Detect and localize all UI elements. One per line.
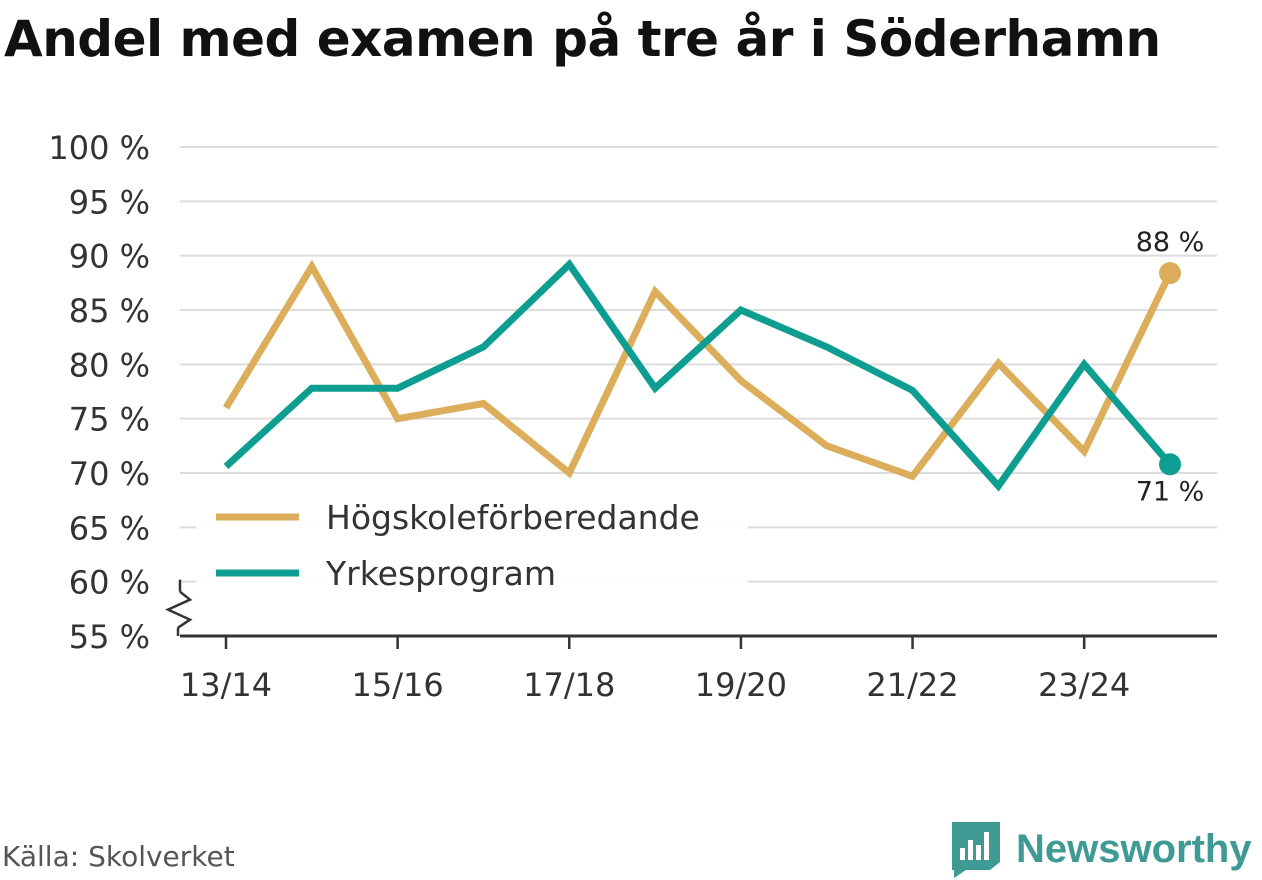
x-tick-label: 21/22 xyxy=(866,666,958,704)
end-value-label: 88 % xyxy=(1136,227,1205,258)
brand-name: Newsworthy xyxy=(1016,826,1252,871)
y-tick-label: 65 % xyxy=(69,509,150,547)
x-tick-label: 23/24 xyxy=(1038,666,1130,704)
end-value-label: 71 % xyxy=(1136,476,1205,507)
y-axis-tick-labels: 100 % 95 % 90 % 85 % 80 % 75 % 70 % 65 % 60 % 55 … xyxy=(48,129,150,656)
y-tick-label: 85 % xyxy=(69,292,150,330)
y-tick-label: 80 % xyxy=(69,346,150,384)
x-tick-label: 19/20 xyxy=(695,666,787,704)
source-note: Källa: Skolverket xyxy=(2,840,235,873)
newsworthy-logo-icon xyxy=(952,822,1000,878)
legend: Högskoleförberedande Yrkesprogram xyxy=(196,490,748,598)
y-tick-label: 100 % xyxy=(48,129,150,167)
x-tick-label: 13/14 xyxy=(180,666,272,704)
end-value-labels: 88 % 71 % xyxy=(1133,225,1207,510)
y-tick-label: 55 % xyxy=(69,618,150,656)
series-line xyxy=(223,259,1174,481)
series-lines xyxy=(223,259,1181,492)
series-end-point xyxy=(1159,262,1181,285)
series-end-point xyxy=(1159,453,1181,476)
axes xyxy=(164,579,1217,649)
y-tick-label: 75 % xyxy=(69,401,150,439)
legend-label: Yrkesprogram xyxy=(325,554,556,593)
x-axis-tick-labels: 13/14 15/16 17/18 19/20 21/22 23/24 xyxy=(180,666,1130,704)
x-tick-label: 15/16 xyxy=(352,666,444,704)
axis-break-icon xyxy=(164,590,193,629)
y-tick-label: 95 % xyxy=(69,183,150,221)
brand-logo: Newsworthy xyxy=(950,818,1252,880)
line-chart: 100 % 95 % 90 % 85 % 80 % 75 % 70 % 65 % 60 % 55 … xyxy=(48,129,1217,704)
chart-title: Andel med examen på tre år i Söderhamn xyxy=(4,10,1161,68)
series-line xyxy=(223,259,1173,492)
legend-background xyxy=(196,490,748,598)
x-tick-label: 17/18 xyxy=(523,666,615,704)
y-tick-label: 70 % xyxy=(69,455,150,493)
y-tick-label: 60 % xyxy=(69,564,150,602)
y-tick-label: 90 % xyxy=(69,238,150,276)
legend-label: Högskoleförberedande xyxy=(326,498,700,537)
